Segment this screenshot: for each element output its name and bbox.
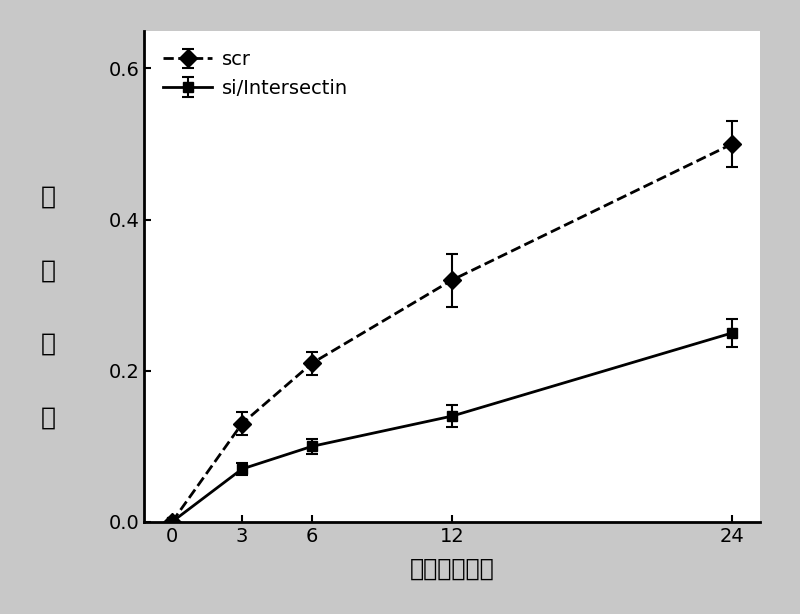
X-axis label: 时间（小时）: 时间（小时） [410,557,494,581]
Text: 距: 距 [41,332,55,356]
Text: 移: 移 [41,258,55,282]
Text: 离: 离 [41,405,55,430]
Text: 迁: 迁 [41,184,55,209]
Legend: scr, si/Intersectin: scr, si/Intersectin [154,41,358,107]
